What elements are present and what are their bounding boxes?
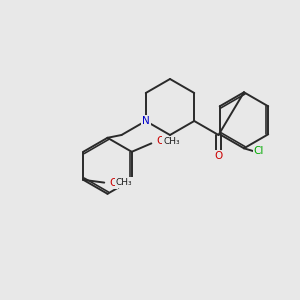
- Text: O: O: [156, 136, 164, 146]
- Text: O: O: [214, 151, 223, 161]
- Text: CH₃: CH₃: [116, 178, 133, 187]
- Text: O: O: [109, 178, 117, 188]
- Text: Cl: Cl: [254, 146, 264, 156]
- Text: CH₃: CH₃: [163, 137, 180, 146]
- Text: N: N: [142, 116, 150, 126]
